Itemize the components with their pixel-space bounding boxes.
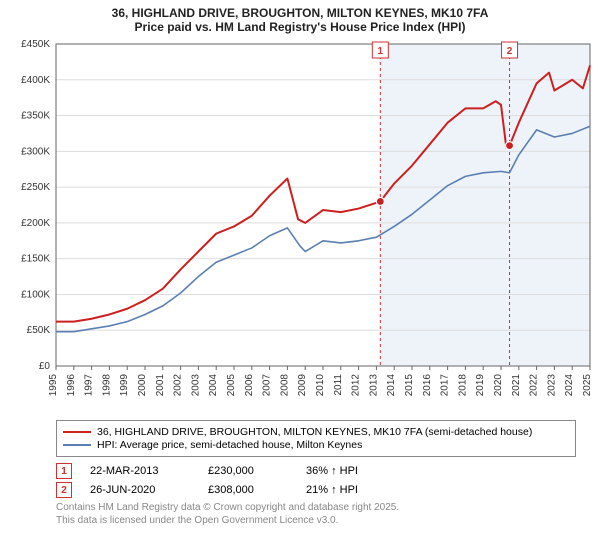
x-tick-label: 2006 (244, 374, 255, 397)
x-tick-label: 2025 (582, 374, 593, 397)
attribution-line-2: This data is licensed under the Open Gov… (56, 515, 576, 528)
x-tick-label: 2001 (155, 374, 166, 397)
sale-marker (506, 142, 514, 150)
legend-row: 36, HIGHLAND DRIVE, BROUGHTON, MILTON KE… (63, 426, 569, 438)
sale-line-label: 1 (378, 46, 384, 57)
x-tick-label: 2022 (529, 374, 540, 397)
y-tick-label: £400K (21, 75, 50, 86)
sale-marker-box: 1 (56, 463, 72, 479)
title-block: 36, HIGHLAND DRIVE, BROUGHTON, MILTON KE… (0, 0, 600, 36)
sale-marker (376, 197, 384, 205)
x-tick-label: 1996 (66, 374, 77, 397)
chart-area: £0 £50K £100K £150K £200K £250K £300K £350K £400… (0, 36, 600, 416)
legend-row: HPI: Average price, semi-detached house,… (63, 439, 569, 451)
legend-swatch (63, 431, 91, 433)
x-tick-label: 2007 (262, 374, 273, 397)
y-tick-label: £250K (21, 182, 50, 193)
x-tick-label: 2010 (315, 374, 326, 397)
x-tick-label: 2020 (493, 374, 504, 397)
legend: 36, HIGHLAND DRIVE, BROUGHTON, MILTON KE… (56, 420, 576, 457)
x-tick-label: 2017 (440, 374, 451, 397)
sale-line-label: 2 (507, 46, 513, 57)
x-tick-label: 2019 (475, 374, 486, 397)
y-tick-label: £50K (27, 325, 51, 336)
sale-price: £230,000 (208, 465, 288, 477)
legend-swatch (63, 444, 91, 446)
x-tick-label: 2016 (422, 374, 433, 397)
x-tick-label: 2012 (351, 374, 362, 397)
attribution-line-1: Contains HM Land Registry data © Crown c… (56, 502, 576, 515)
x-tick-label: 2023 (546, 374, 557, 397)
x-tick-label: 2000 (137, 374, 148, 397)
x-tick-label: 2015 (404, 374, 415, 397)
x-tick-label: 1999 (119, 374, 130, 397)
sale-price: £308,000 (208, 484, 288, 496)
sales-table: 1 22-MAR-2013 £230,000 36% ↑ HPI 2 26-JUN-202… (56, 463, 576, 498)
legend-label: 36, HIGHLAND DRIVE, BROUGHTON, MILTON KE… (97, 426, 532, 438)
x-tick-label: 2004 (208, 374, 219, 397)
y-tick-label: £150K (21, 254, 50, 265)
x-tick-label: 2002 (173, 374, 184, 397)
y-tick-label: £450K (21, 39, 50, 50)
y-tick-label: £350K (21, 111, 50, 122)
y-tick-label: £100K (21, 289, 50, 300)
y-tick-label: £0 (39, 361, 51, 372)
title-line-2: Price paid vs. HM Land Registry's House … (10, 20, 590, 34)
x-tick-label: 1995 (48, 374, 59, 397)
sale-date: 26-JUN-2020 (90, 484, 190, 496)
x-tick-label: 2008 (279, 374, 290, 397)
chart-svg: £0 £50K £100K £150K £200K £250K £300K £350K £400… (0, 36, 600, 416)
x-tick-label: 1997 (84, 374, 95, 397)
attribution: Contains HM Land Registry data © Crown c… (56, 502, 576, 527)
x-tick-label: 2014 (386, 374, 397, 397)
sale-delta: 36% ↑ HPI (306, 465, 358, 477)
x-tick-label: 2011 (333, 374, 344, 396)
sale-delta: 21% ↑ HPI (306, 484, 358, 496)
sale-marker-box: 2 (56, 482, 72, 498)
sale-date: 22-MAR-2013 (90, 465, 190, 477)
legend-label: HPI: Average price, semi-detached house,… (97, 439, 362, 451)
chart-container: 36, HIGHLAND DRIVE, BROUGHTON, MILTON KE… (0, 0, 600, 527)
y-tick-label: £200K (21, 218, 50, 229)
x-tick-label: 2009 (297, 374, 308, 397)
y-tick-label: £300K (21, 146, 50, 157)
title-line-1: 36, HIGHLAND DRIVE, BROUGHTON, MILTON KE… (10, 6, 590, 20)
sale-row: 1 22-MAR-2013 £230,000 36% ↑ HPI (56, 463, 576, 479)
x-tick-label: 2013 (368, 374, 379, 397)
x-tick-label: 1998 (101, 374, 112, 397)
x-tick-label: 2005 (226, 374, 237, 397)
x-tick-label: 2003 (190, 374, 201, 397)
x-tick-label: 2021 (511, 374, 522, 397)
sale-row: 2 26-JUN-2020 £308,000 21% ↑ HPI (56, 482, 576, 498)
x-tick-label: 2024 (564, 374, 575, 397)
x-tick-label: 2018 (457, 374, 468, 397)
